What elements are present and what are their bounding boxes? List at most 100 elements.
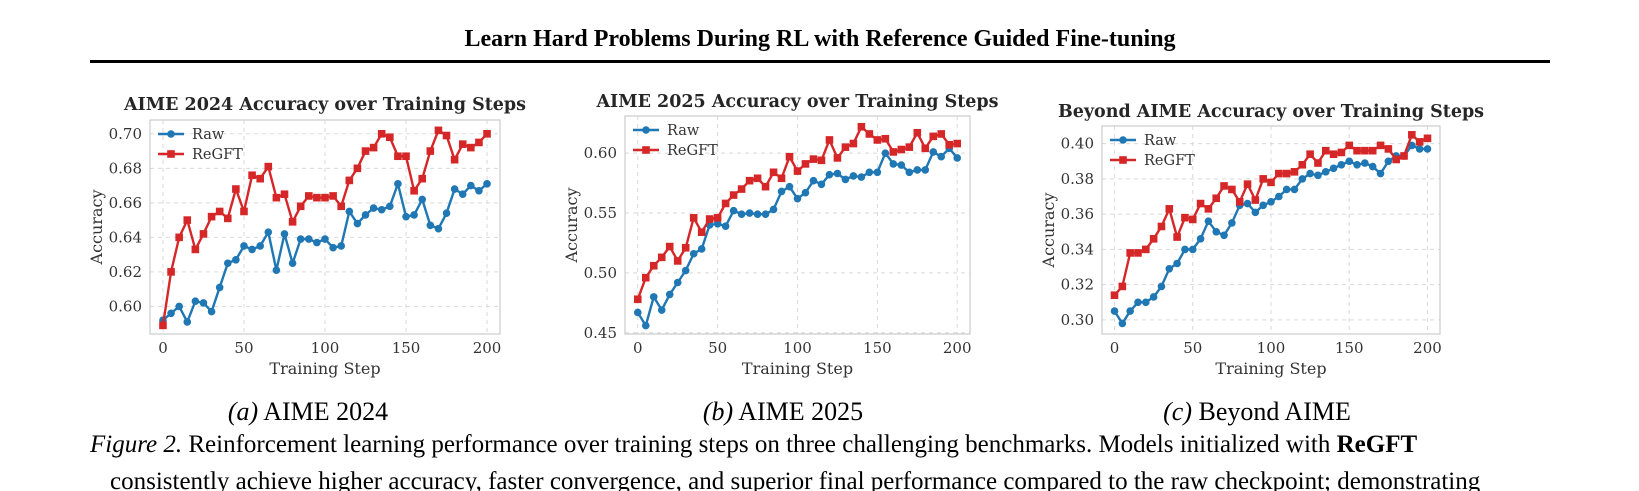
y-tick-label: 0.68 [109, 159, 142, 177]
y-tick-label: 0.55 [584, 204, 617, 222]
raw-point [673, 278, 682, 287]
chart-title: AIME 2024 Accuracy over Training Steps [123, 95, 526, 115]
regft-point [329, 192, 337, 200]
legend-marker-square [642, 146, 650, 154]
raw-point [1282, 185, 1291, 194]
regft-point [657, 253, 666, 262]
regft-point [801, 160, 810, 168]
raw-point [240, 242, 248, 250]
raw-point [418, 195, 427, 204]
regft-point [1157, 222, 1166, 231]
raw-point [1423, 145, 1432, 153]
raw-point [394, 180, 402, 188]
x-tick-label: 0 [633, 339, 643, 357]
legend-label: Raw [192, 127, 225, 143]
regft-point [377, 130, 386, 138]
regft-point [753, 174, 762, 183]
raw-point [769, 205, 778, 214]
raw-point [1329, 164, 1338, 173]
raw-point [1149, 293, 1158, 301]
series-line-raw [162, 182, 488, 324]
regft-point [689, 214, 698, 222]
regft-point [337, 202, 346, 211]
raw-point [1415, 145, 1424, 153]
legend-item-regft: ReGFT [633, 143, 718, 159]
raw-point [793, 194, 802, 203]
raw-point [1275, 192, 1283, 201]
regft-point [633, 295, 642, 304]
x-tick-label: 150 [392, 339, 421, 357]
raw-point [1157, 282, 1166, 291]
y-tick-label: 0.30 [1061, 311, 1094, 329]
y-tick-label: 0.40 [1061, 135, 1094, 153]
x-tick-label: 0 [1110, 339, 1120, 357]
y-tick-label: 0.45 [584, 324, 617, 342]
raw-point [475, 186, 483, 195]
regft-point [264, 162, 273, 171]
raw-point [369, 204, 378, 212]
raw-point [458, 190, 467, 199]
figure-caption: Figure 2. Reinforcement learning perform… [90, 431, 1560, 459]
raw-point [921, 166, 930, 174]
regft-point [1235, 197, 1244, 206]
raw-point [223, 259, 232, 268]
raw-point [777, 187, 786, 196]
raw-point [248, 245, 256, 254]
raw-point [167, 309, 175, 318]
regft-point [223, 214, 232, 223]
regft-point [881, 134, 890, 143]
y-tick-label: 0.60 [584, 144, 617, 162]
raw-point [1243, 199, 1252, 208]
y-tick-label: 0.60 [109, 297, 142, 315]
regft-point [272, 193, 281, 202]
legend-label: ReGFT [1144, 153, 1195, 169]
regft-point [1275, 169, 1283, 178]
regft-point [1118, 282, 1127, 291]
regft-point [353, 164, 362, 173]
regft-point [1321, 146, 1330, 155]
raw-point [450, 185, 459, 193]
regft-point [897, 145, 906, 154]
raw-point [633, 308, 642, 317]
regft-point [426, 147, 435, 155]
regft-point [369, 143, 378, 152]
regft-point [215, 207, 224, 216]
regft-point [817, 156, 826, 165]
raw-point [337, 242, 346, 250]
regft-point [1345, 141, 1354, 150]
y-tick-label: 0.70 [109, 125, 142, 143]
raw-point [232, 255, 240, 264]
regft-point [641, 273, 650, 282]
x-tick-label: 150 [1335, 339, 1364, 357]
regft-point [467, 143, 475, 152]
raw-point [1353, 160, 1361, 169]
x-axis-label: Training Step [742, 359, 853, 378]
title-rule [90, 60, 1550, 63]
chart-aime-2024: AIME 2024 Accuracy over Training Steps 0 5… [87, 95, 526, 378]
regft-point [953, 139, 962, 148]
raw-point [402, 212, 410, 221]
raw-point [410, 211, 418, 219]
regft-point [199, 230, 208, 238]
raw-point [296, 235, 305, 243]
raw-point [199, 299, 208, 307]
raw-point [426, 221, 435, 230]
raw-point [1220, 231, 1228, 240]
regft-point [921, 144, 930, 153]
regft-point [1361, 146, 1369, 155]
raw-point [681, 266, 690, 275]
regft-point [785, 152, 794, 161]
raw-point [905, 168, 914, 177]
raw-point [313, 238, 321, 247]
legend-item-raw: Raw [633, 123, 700, 139]
regft-point [1196, 199, 1205, 208]
raw-point [1384, 157, 1393, 166]
legend-marker-circle [642, 126, 650, 134]
raw-point [1408, 141, 1416, 150]
raw-point [1228, 219, 1236, 227]
raw-point [467, 181, 475, 190]
raw-point [215, 283, 224, 292]
regft-point [825, 136, 834, 144]
regft-point [1259, 175, 1267, 183]
raw-point [1259, 201, 1267, 210]
